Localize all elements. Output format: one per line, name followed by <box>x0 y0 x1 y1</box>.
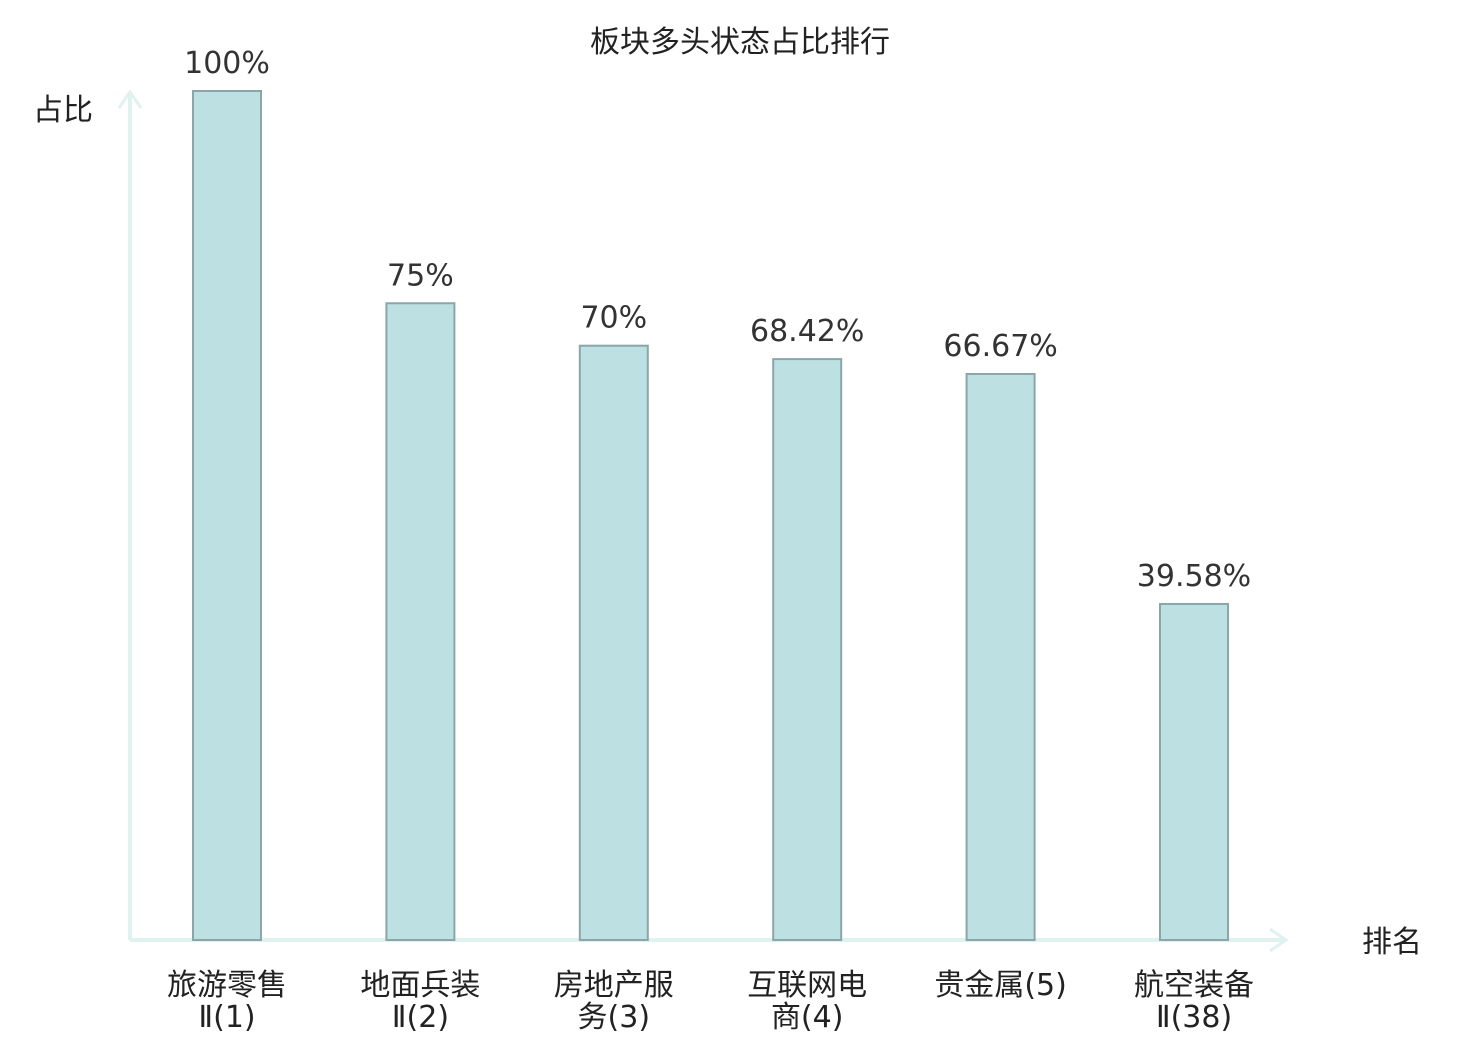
value-label-6: 39.58% <box>1137 559 1251 594</box>
bar-6 <box>1159 602 1229 942</box>
value-labels-group: 100% 75% 70% 68.42% 66.67% 39.58% <box>184 46 1251 594</box>
x-axis <box>130 927 1289 953</box>
bar-2 <box>385 302 456 941</box>
category-label-4-line1: 互联网电 <box>747 968 867 1003</box>
value-label-1: 100% <box>184 46 270 81</box>
category-label-1-line2: Ⅱ(1) <box>198 1000 255 1035</box>
bar-5 <box>965 372 1036 942</box>
bar-4 <box>772 358 843 941</box>
category-label-6-line2: Ⅱ(38) <box>1156 1000 1232 1035</box>
y-axis-title: 占比 <box>33 93 93 128</box>
value-label-4: 68.42% <box>750 314 864 349</box>
category-label-5-line1: 贵金属(5) <box>934 968 1067 1003</box>
bar-3 <box>578 344 649 941</box>
category-label-3-line2: 务(3) <box>578 1000 651 1035</box>
bars-group <box>192 90 1229 942</box>
x-axis-title: 排名 <box>1362 925 1422 960</box>
category-label-2-line1: 地面兵装 <box>360 968 480 1003</box>
category-label-4-line2: 商(4) <box>771 1000 844 1035</box>
y-axis <box>117 89 143 940</box>
value-label-5: 66.67% <box>943 329 1057 364</box>
chart-title: 板块多头状态占比排行 <box>590 25 890 60</box>
category-label-6-line1: 航空装备 <box>1134 968 1254 1003</box>
category-label-2-line2: Ⅱ(2) <box>392 1000 449 1035</box>
value-label-3: 70% <box>580 301 647 336</box>
category-label-3-line1: 房地产服 <box>554 968 674 1003</box>
bar-1 <box>192 90 262 941</box>
value-label-2: 75% <box>387 258 454 293</box>
category-label-1-line1: 旅游零售 <box>167 968 287 1003</box>
